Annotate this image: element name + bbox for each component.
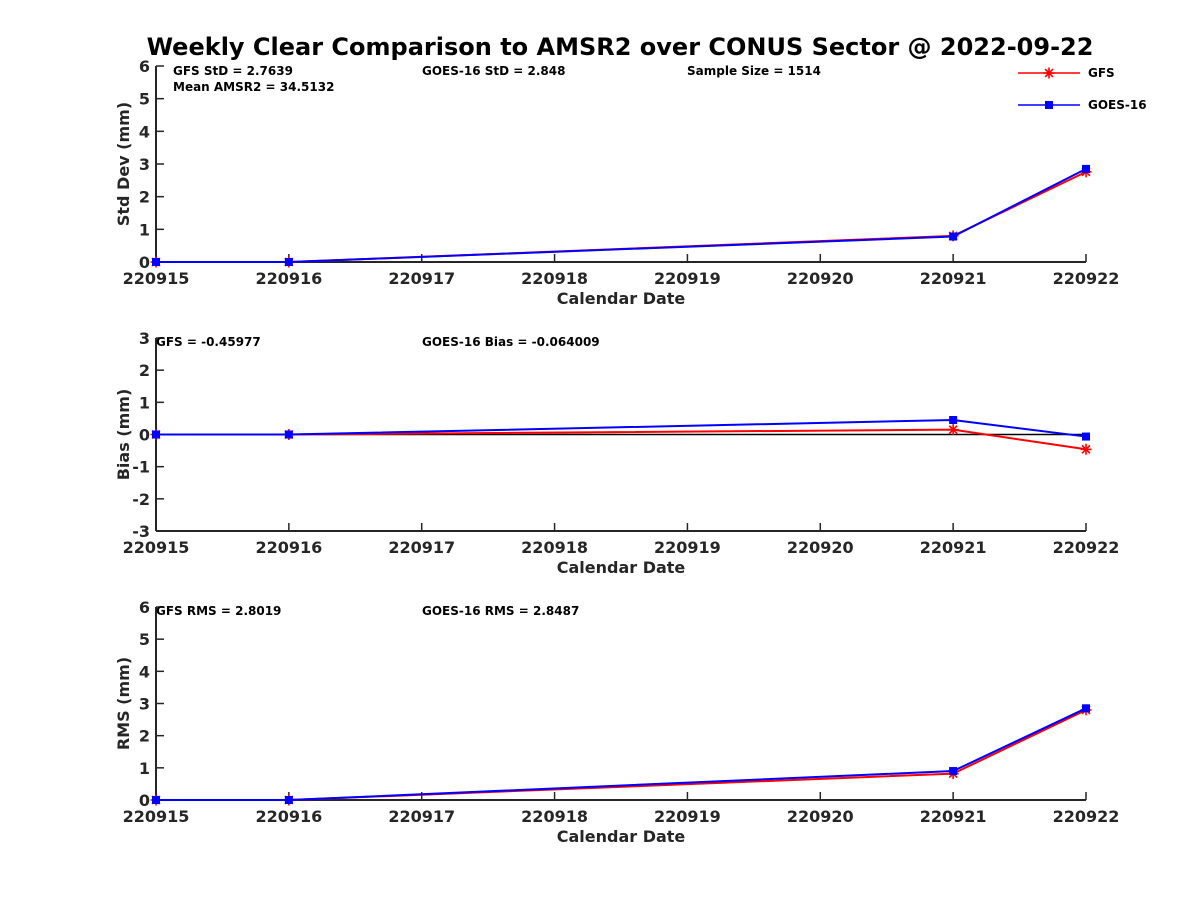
legend-item-goes-16: GOES-16 [1018,98,1147,112]
stat-annotation: GFS StD = 2.7639 [173,64,293,78]
stat-annotation: GFS = -0.45977 [156,335,261,349]
y-tick-label: 2 [139,361,150,380]
y-tick-label: 3 [139,329,150,348]
data-point [152,258,160,266]
y-axis-label: Std Dev (mm) [114,102,133,226]
x-tick-label: 220916 [255,807,322,826]
chart-title: Weekly Clear Comparison to AMSR2 over CO… [147,33,1094,61]
x-tick-label: 220921 [920,269,987,288]
x-tick-label: 220916 [255,269,322,288]
data-point [1082,704,1090,713]
legend-marker [1043,67,1055,79]
y-tick-label: -2 [132,490,150,509]
legend-marker [1045,101,1053,109]
y-tick-label: 4 [139,122,150,141]
y-tick-label: 0 [139,791,150,810]
x-axis-label: Calendar Date [557,558,686,577]
y-tick-label: 1 [139,759,150,778]
data-point [284,796,293,804]
stat-annotation: GOES-16 StD = 2.848 [422,64,565,78]
y-tick-label: -3 [132,522,150,541]
data-point [949,232,958,241]
x-tick-label: 220915 [123,538,190,557]
series-gfs [150,704,1092,806]
stat-annotation: Sample Size = 1514 [687,64,821,78]
x-tick-label: 220918 [521,538,588,557]
legend-label: GFS [1088,66,1115,80]
data-point [284,258,293,266]
y-tick-label: 3 [139,695,150,714]
data-point [1080,443,1092,455]
x-tick-label: 220922 [1053,807,1120,826]
y-tick-label: 1 [139,220,150,239]
series-line [156,419,1087,438]
x-tick-label: 220918 [521,269,588,288]
x-tick-label: 220919 [654,269,721,288]
series-goes-16 [152,164,1090,266]
series-line [156,428,1087,451]
y-tick-label: 2 [139,188,150,207]
x-tick-label: 220917 [388,538,455,557]
data-point [949,767,958,776]
legend-item-gfs: GFS [1018,66,1115,80]
chart-panel-1: 0 1 2 3 4 5 6 220915 220916 220917 220918 220919 220… [114,57,1119,308]
series-gfs [150,424,1092,455]
stat-annotation: GOES-16 Bias = -0.064009 [422,335,600,349]
y-tick-label: 5 [139,630,150,649]
x-tick-label: 220919 [654,538,721,557]
x-tick-label: 220917 [388,807,455,826]
data-point [949,416,958,425]
x-tick-label: 220922 [1053,538,1120,557]
y-tick-label: 4 [139,662,150,681]
chart-panel-2: -3 -2 -1 0 1 2 3 220915 220916 220917 220918 220919… [114,329,1119,577]
stat-annotation: GFS RMS = 2.8019 [156,604,281,618]
y-tick-label: -1 [132,458,150,477]
stat-annotation: Mean AMSR2 = 34.5132 [173,80,334,94]
data-point [152,430,160,439]
data-point [284,430,293,439]
x-tick-label: 220920 [787,538,854,557]
data-point [152,796,160,804]
x-tick-label: 220921 [920,807,987,826]
y-tick-label: 0 [139,426,150,445]
y-tick-label: 5 [139,90,150,109]
series-gfs [150,166,1092,268]
x-axis-label: Calendar Date [557,827,686,846]
x-tick-label: 220917 [388,269,455,288]
y-tick-label: 3 [139,155,150,174]
x-tick-label: 220915 [123,807,190,826]
data-point [1082,432,1090,441]
y-tick-label: 6 [139,598,150,617]
data-point [947,424,959,436]
x-tick-label: 220918 [521,807,588,826]
x-tick-label: 220915 [123,269,190,288]
x-tick-label: 220916 [255,538,322,557]
x-tick-label: 220920 [787,269,854,288]
series-goes-16 [152,704,1090,804]
x-tick-label: 220919 [654,807,721,826]
legend-label: GOES-16 [1088,98,1147,112]
stat-annotation: GOES-16 RMS = 2.8487 [422,604,579,618]
data-point [1082,164,1090,173]
y-tick-label: 0 [139,253,150,272]
chart-panel-3: 0 1 2 3 4 5 6 220915 220916 220917 220918 220919 220… [114,598,1119,846]
x-axis-label: Calendar Date [557,289,686,308]
series-line [156,168,1087,263]
y-axis-label: Bias (mm) [114,389,133,481]
y-tick-label: 2 [139,727,150,746]
legend: GFS GOES-16 [1018,66,1147,112]
x-tick-label: 220922 [1053,269,1120,288]
series-line [156,707,1087,801]
x-tick-label: 220921 [920,538,987,557]
x-tick-label: 220920 [787,807,854,826]
y-tick-label: 1 [139,393,150,412]
y-axis-label: RMS (mm) [114,657,133,750]
y-tick-label: 6 [139,57,150,76]
series-goes-16 [152,416,1090,441]
